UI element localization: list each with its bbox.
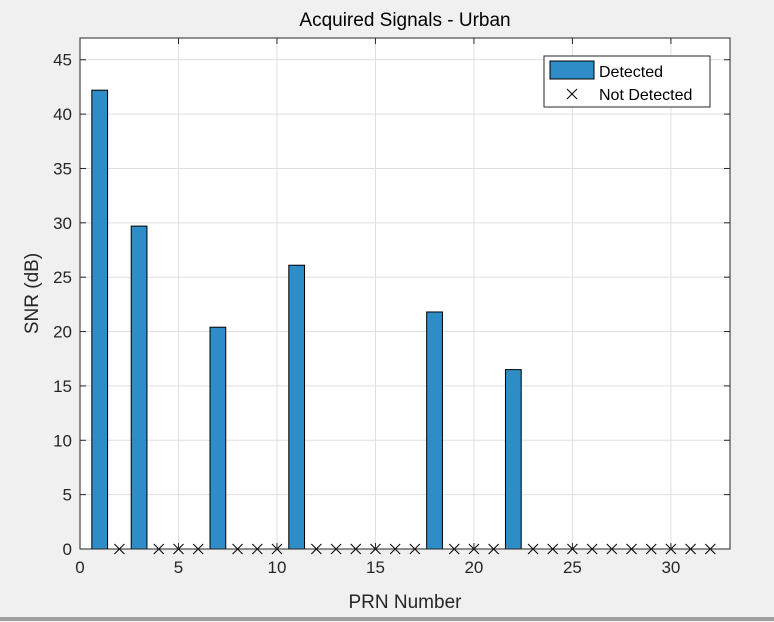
y-tick-label: 10 — [53, 431, 72, 450]
plot-area — [80, 38, 730, 549]
y-tick-label: 35 — [53, 159, 72, 178]
y-tick-label: 40 — [53, 105, 72, 124]
y-axis-label: SNR (dB) — [22, 253, 43, 334]
x-tick-label: 20 — [464, 558, 483, 577]
x-tick-label: 10 — [268, 558, 287, 577]
legend: Detected Not Detected — [543, 55, 711, 108]
detected-bar — [91, 89, 109, 550]
detected-bar — [426, 311, 443, 550]
plot-frame — [79, 37, 731, 550]
chart-title: Acquired Signals - Urban — [299, 10, 510, 31]
x-tick-label: 30 — [661, 558, 680, 577]
y-tick-label: 25 — [53, 268, 72, 287]
detected-bar — [209, 326, 227, 550]
y-tick-label: 20 — [53, 323, 72, 342]
y-tick-label: 5 — [63, 486, 72, 505]
x-axis-label: PRN Number — [349, 592, 463, 613]
y-tick-label: 15 — [53, 377, 72, 396]
y-tick-label: 30 — [53, 214, 72, 233]
legend-marker-not-detected — [566, 88, 578, 100]
legend-swatch-detected — [549, 60, 595, 80]
x-tick-label: 25 — [563, 558, 582, 577]
grid-layer — [80, 38, 730, 549]
legend-label-not-detected: Not Detected — [599, 87, 692, 104]
legend-label-detected: Detected — [599, 64, 663, 81]
detected-bar — [288, 264, 306, 550]
window-bottom-border — [0, 617, 774, 621]
y-tick-label: 45 — [53, 51, 72, 70]
tick-layer: 0 5 10 15 20 25 30 0 5 10 15 20 25 30 35 40 45 — [53, 38, 730, 577]
x-tick-label: 0 — [75, 558, 84, 577]
detected-bar — [130, 225, 148, 550]
x-tick-label: 5 — [174, 558, 183, 577]
bar-layer — [91, 89, 522, 550]
detected-bar — [504, 369, 522, 550]
x-tick-label: 15 — [366, 558, 385, 577]
y-tick-label: 0 — [63, 540, 72, 559]
